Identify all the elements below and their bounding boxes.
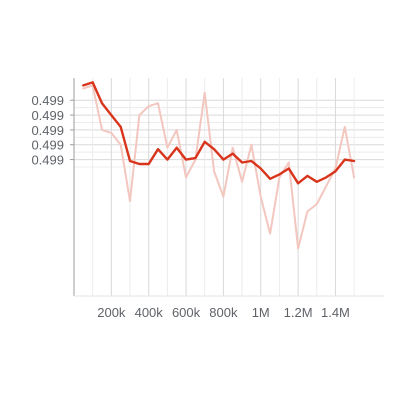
x-tick-label: 800k: [209, 305, 238, 320]
x-tick-label: 600k: [172, 305, 201, 320]
x-tick-label: 400k: [135, 305, 164, 320]
x-tick-label: 200k: [97, 305, 126, 320]
axes: [73, 78, 384, 297]
x-tick-label: 1.2M: [284, 305, 313, 320]
y-tick-label: 0.499: [31, 153, 64, 168]
series: [82, 81, 356, 250]
y-tick-label: 0.499: [31, 108, 64, 123]
y-tick-label: 0.499: [31, 93, 64, 108]
raw-series-line: [82, 84, 356, 250]
smoothed-series-line: [82, 81, 356, 185]
grid: [70, 78, 384, 296]
y-tick-label: 0.499: [31, 138, 64, 153]
x-tick-label: 1M: [252, 305, 270, 320]
y-tick-label: 0.499: [31, 123, 64, 138]
x-tick-label: 1.4M: [321, 305, 350, 320]
